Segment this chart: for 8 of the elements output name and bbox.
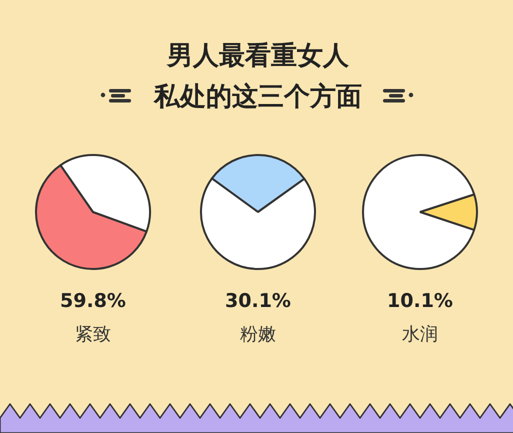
text: 30.1% [224,290,292,312]
chart-subtitle: 私处的这三个方面 [152,81,363,114]
text: 水润 [401,323,439,346]
text: 59.8% [59,290,127,312]
text: 10.1% [386,290,454,312]
text: 紧致 [74,323,112,346]
text: 粉嫩 [239,323,277,346]
chart-title: 男人最看重女人 [166,40,350,73]
